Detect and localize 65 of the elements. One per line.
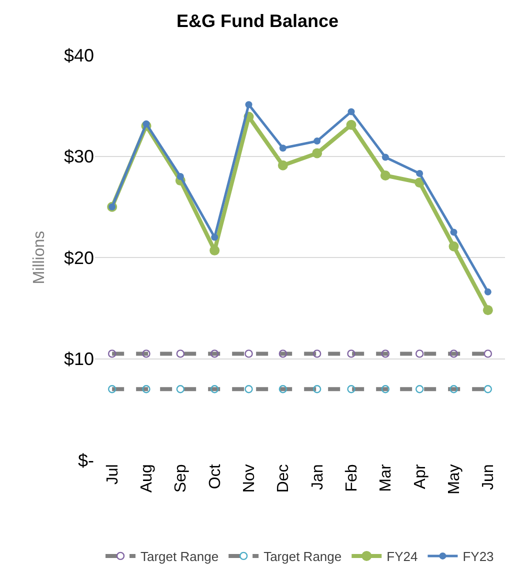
x-tick-label: May — [446, 464, 463, 494]
x-tick-label: Jan — [309, 464, 326, 490]
x-tick-label: Aug — [138, 464, 156, 493]
chart-title: E&G Fund Balance — [176, 11, 339, 32]
point — [450, 385, 458, 394]
point — [210, 245, 220, 256]
y-tick-label: $20 — [64, 248, 94, 268]
point — [484, 385, 492, 394]
x-tick-label: Feb — [343, 464, 360, 492]
point — [415, 385, 424, 394]
x-tick-label: Apr — [412, 464, 429, 490]
point — [244, 385, 253, 394]
point — [484, 350, 492, 358]
legend-label: Target Range — [264, 549, 342, 564]
x-tick-label: Sep — [172, 464, 190, 493]
point — [142, 120, 150, 128]
y-tick-label: $40 — [64, 45, 94, 66]
point — [382, 154, 389, 161]
y-tick-label: $10 — [64, 349, 94, 370]
x-tick-label: Nov — [240, 464, 258, 493]
point — [312, 148, 322, 158]
point — [210, 385, 219, 394]
point — [312, 350, 322, 358]
legend-label: Target Range — [140, 549, 219, 564]
y-axis-title: Millions — [30, 230, 48, 284]
legend-label: FY24 — [386, 549, 418, 564]
point — [482, 305, 493, 316]
legend-label: FY23 — [462, 549, 494, 564]
point — [416, 170, 424, 177]
point — [142, 385, 150, 394]
point — [314, 138, 321, 145]
point — [244, 350, 253, 358]
y-tick-label: $30 — [64, 146, 94, 167]
point — [245, 101, 252, 108]
point — [108, 385, 116, 394]
point — [448, 241, 459, 252]
point — [450, 350, 458, 358]
point — [347, 385, 356, 394]
point — [347, 350, 356, 358]
point — [415, 350, 424, 358]
point — [312, 385, 322, 394]
point — [278, 350, 288, 358]
point — [380, 170, 390, 180]
point — [142, 350, 150, 358]
x-tick-label: Oct — [206, 464, 224, 490]
point — [381, 350, 390, 358]
x-tick-label: Mar — [378, 464, 395, 492]
point — [381, 385, 390, 394]
point — [484, 288, 492, 296]
point — [176, 173, 184, 180]
point — [108, 350, 116, 358]
point — [278, 385, 288, 394]
point — [278, 160, 288, 170]
point — [279, 144, 286, 152]
y-tick-label: $- — [78, 450, 94, 470]
point — [450, 228, 458, 236]
point — [176, 385, 185, 394]
x-tick-label: Jun — [480, 464, 498, 490]
x-tick-label: Jul — [104, 464, 122, 485]
point — [176, 350, 185, 358]
point — [210, 350, 219, 358]
x-tick-label: Dec — [275, 464, 292, 493]
point — [348, 108, 355, 116]
point — [346, 120, 356, 130]
point — [211, 234, 218, 241]
